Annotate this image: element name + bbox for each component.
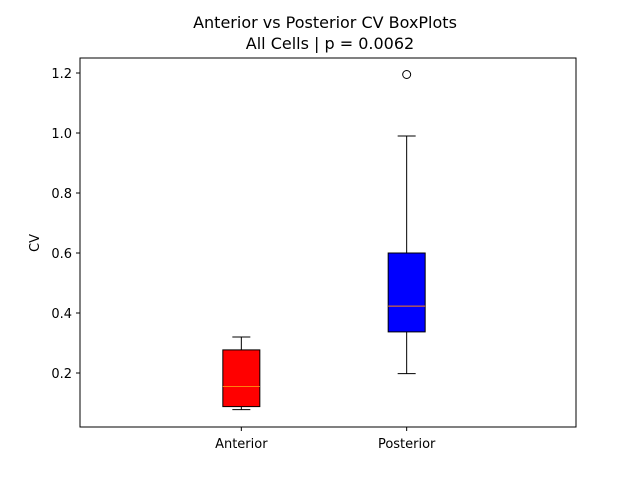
y-tick-label: 0.8 [51,187,72,202]
box-anterior [222,349,261,408]
y-axis-label: CV [28,234,43,252]
chart-title: Anterior vs Posterior CV BoxPlots [193,13,457,32]
box-posterior [387,252,426,333]
x-tick-label: Posterior [378,437,436,452]
y-tick-label: 0.6 [51,247,72,262]
chart-subtitle: All Cells | p = 0.0062 [246,34,414,53]
y-tick-label: 1.2 [51,67,72,82]
y-tick-label: 0.4 [51,307,72,322]
plot-area: 0.2 0.4 0.6 0.8 1.0 1.2 Anterior Posterior [51,67,436,452]
outlier-point [402,70,412,79]
x-tick-label: Anterior [215,437,268,452]
y-tick-label: 1.0 [51,127,72,142]
y-tick-label: 0.2 [51,367,72,382]
plot-frame [79,57,577,428]
